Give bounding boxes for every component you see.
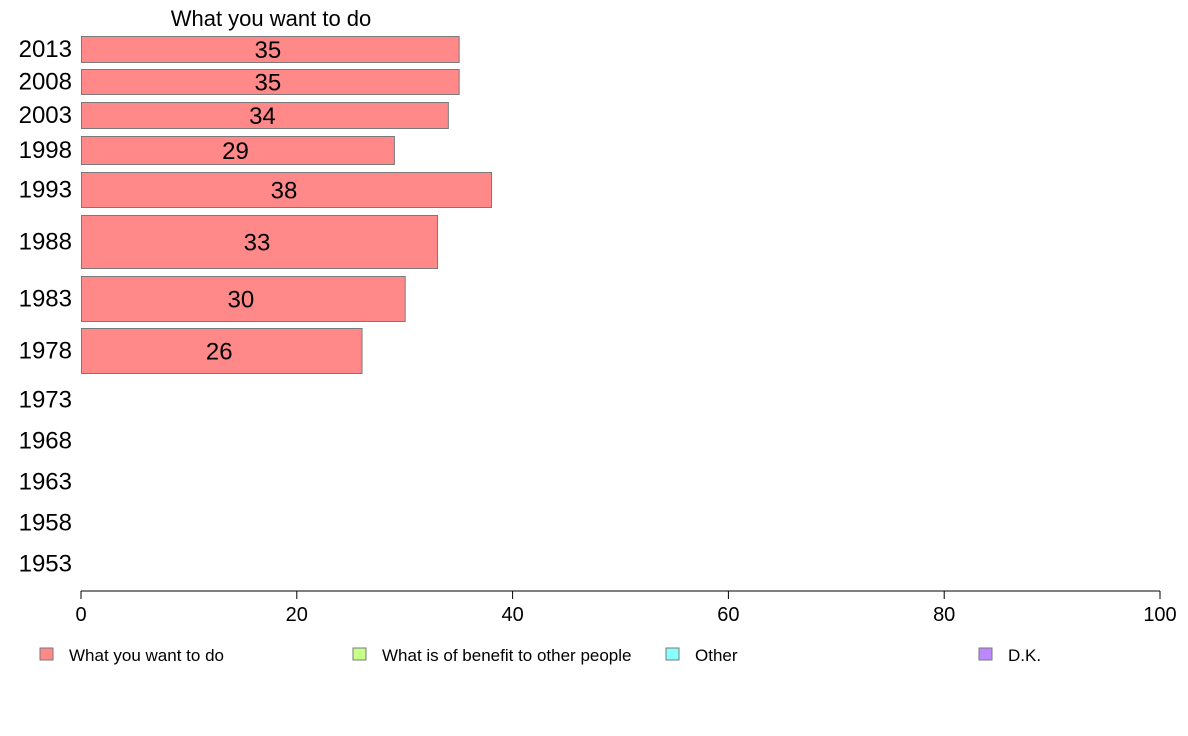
x-axis: 0 20 40 60 80 100 <box>75 590 1177 626</box>
data-label: 26 <box>206 339 233 366</box>
y-tick-label: 1998 <box>19 137 72 164</box>
y-tick-label: 2008 <box>19 69 72 96</box>
bar <box>81 276 406 322</box>
legend: What you want to do What is of benefit to… <box>39 646 1041 665</box>
y-tick-label: 2013 <box>19 36 72 63</box>
y-tick-label: 1993 <box>19 177 72 204</box>
legend-swatch <box>665 647 680 661</box>
data-label: 35 <box>254 70 281 97</box>
x-tick-label: 20 <box>286 604 308 626</box>
chart-title: What you want to do <box>171 6 372 31</box>
legend-label: What is of benefit to other people <box>382 646 632 665</box>
legend-label: D.K. <box>1008 646 1041 665</box>
legend-swatch <box>352 647 367 661</box>
y-tick-label: 1963 <box>19 469 72 496</box>
x-tick-label: 40 <box>501 604 523 626</box>
bar <box>81 328 363 374</box>
data-label: 38 <box>271 178 298 205</box>
bar <box>81 172 493 208</box>
bar <box>81 102 449 129</box>
y-tick-label: 2003 <box>19 102 72 129</box>
data-label: 33 <box>244 230 271 257</box>
y-tick-label: 1978 <box>19 338 72 365</box>
x-tick-label: 0 <box>75 604 86 626</box>
bar <box>81 69 460 95</box>
legend-swatch <box>978 647 993 661</box>
y-tick-label: 1988 <box>19 229 72 256</box>
legend-label: Other <box>695 646 738 665</box>
data-label: 30 <box>227 287 254 314</box>
legend-label: What you want to do <box>69 646 224 665</box>
bar <box>81 136 395 165</box>
y-tick-label: 1953 <box>19 551 72 578</box>
y-tick-label: 1973 <box>19 387 72 414</box>
y-axis-labels: 2013 2008 2003 1998 1993 1988 1983 1978 1973 1968… <box>19 36 72 578</box>
x-tick-label: 60 <box>717 604 739 626</box>
data-label: 34 <box>249 103 276 130</box>
bar <box>81 215 439 269</box>
x-tick-label: 80 <box>933 604 955 626</box>
data-label: 29 <box>222 138 249 165</box>
x-tick-label: 100 <box>1143 604 1176 626</box>
y-tick-label: 1968 <box>19 428 72 455</box>
y-tick-label: 1983 <box>19 286 72 313</box>
y-tick-label: 1958 <box>19 510 72 537</box>
bar <box>81 36 460 63</box>
data-label: 35 <box>254 37 281 64</box>
legend-swatch <box>39 647 54 661</box>
